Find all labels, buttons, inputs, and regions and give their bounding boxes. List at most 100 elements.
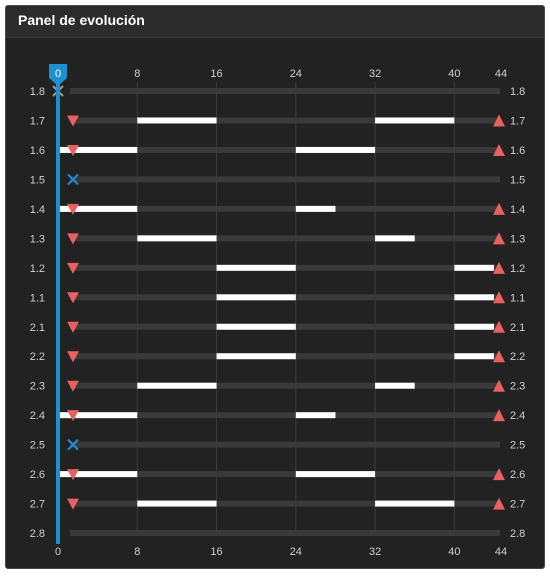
row-label-left: 2.4 <box>30 410 45 422</box>
triangle-down-icon[interactable] <box>67 115 79 127</box>
triangle-up-icon[interactable] <box>493 497 505 510</box>
triangle-up-icon[interactable] <box>493 320 505 333</box>
triangle-down-icon[interactable] <box>67 262 79 274</box>
row-track <box>70 471 500 478</box>
x-tick-top: 16 <box>210 68 222 80</box>
triangle-down-icon[interactable] <box>67 292 79 304</box>
playhead-label: 0 <box>55 68 61 80</box>
triangle-down-icon[interactable] <box>67 203 79 215</box>
x-tick-bottom: 40 <box>448 546 460 558</box>
x-tick-top: 8 <box>134 68 140 80</box>
x-tick-bottom: 0 <box>55 546 61 558</box>
row-segment[interactable] <box>375 382 415 389</box>
row-label-left: 2.3 <box>30 381 45 393</box>
row-segment[interactable] <box>216 353 296 360</box>
row-label-left: 1.1 <box>30 292 45 304</box>
row-segment[interactable] <box>375 235 415 242</box>
row-segment[interactable] <box>58 146 138 153</box>
row-segment[interactable] <box>137 382 217 389</box>
row-label-right: 1.2 <box>510 263 525 275</box>
triangle-up-icon[interactable] <box>493 468 505 481</box>
row-label-left: 2.8 <box>30 528 45 540</box>
triangle-down-icon[interactable] <box>67 410 79 422</box>
triangle-up-icon[interactable] <box>493 261 505 274</box>
row-label-right: 1.4 <box>510 204 525 216</box>
row-label-right: 2.1 <box>510 322 525 334</box>
x-tick-bottom: 44 <box>495 546 507 558</box>
triangle-up-icon[interactable] <box>493 379 505 392</box>
row-segment[interactable] <box>137 235 217 242</box>
row-segment[interactable] <box>454 294 494 301</box>
row-segment[interactable] <box>454 264 494 271</box>
row-segment[interactable] <box>58 412 138 419</box>
row-label-right: 2.4 <box>510 410 525 422</box>
x-tick-top: 32 <box>369 68 381 80</box>
x-tick-bottom: 24 <box>290 546 302 558</box>
row-label-left: 1.3 <box>30 233 45 245</box>
triangle-up-icon[interactable] <box>493 350 505 363</box>
row-track <box>70 412 500 419</box>
row-label-right: 1.1 <box>510 292 525 304</box>
row-segment[interactable] <box>454 353 494 360</box>
x-tick-top: 24 <box>290 68 302 80</box>
triangle-up-icon[interactable] <box>493 114 505 127</box>
playhead-line[interactable] <box>56 80 60 544</box>
row-segment[interactable] <box>375 117 455 124</box>
row-track <box>70 235 500 242</box>
triangle-down-icon[interactable] <box>67 469 79 481</box>
triangle-down-icon[interactable] <box>67 321 79 333</box>
row-track <box>70 176 500 183</box>
row-label-right: 1.5 <box>510 174 525 186</box>
row-segment[interactable] <box>216 294 296 301</box>
row-track <box>70 88 500 94</box>
row-segment[interactable] <box>137 500 217 507</box>
triangle-down-icon[interactable] <box>67 380 79 392</box>
triangle-up-icon[interactable] <box>493 291 505 304</box>
row-label-right: 2.3 <box>510 381 525 393</box>
triangle-down-icon[interactable] <box>67 233 79 245</box>
blue-x-icon[interactable] <box>67 438 79 451</box>
row-track <box>70 382 500 389</box>
triangle-down-icon[interactable] <box>67 351 79 363</box>
row-segment[interactable] <box>295 471 376 478</box>
row-segment[interactable] <box>58 205 138 212</box>
triangle-down-icon[interactable] <box>67 144 79 156</box>
playhead-handle[interactable]: 0 <box>49 64 67 86</box>
blue-x-icon[interactable] <box>67 173 79 186</box>
row-label-left: 2.7 <box>30 499 45 511</box>
row-segment[interactable] <box>137 117 217 124</box>
row-label-right: 2.5 <box>510 440 525 452</box>
row-label-left: 2.2 <box>30 351 45 363</box>
x-tick-top: 40 <box>448 68 460 80</box>
row-label-left: 1.5 <box>30 174 45 186</box>
row-track <box>70 146 500 153</box>
row-track <box>70 205 500 212</box>
row-segment[interactable] <box>295 146 376 153</box>
triangle-down-icon[interactable] <box>67 498 79 510</box>
row-label-right: 2.8 <box>510 528 525 540</box>
row-label-right: 2.7 <box>510 499 525 511</box>
row-track <box>70 441 500 448</box>
row-label-left: 1.4 <box>30 204 45 216</box>
row-segment[interactable] <box>295 412 336 419</box>
row-label-left: 1.7 <box>30 115 45 127</box>
row-segment[interactable] <box>58 471 138 478</box>
row-label-left: 2.5 <box>30 440 45 452</box>
row-segment[interactable] <box>216 323 296 330</box>
row-label-right: 1.6 <box>510 145 525 157</box>
row-label-left: 1.6 <box>30 145 45 157</box>
row-label-right: 2.6 <box>510 469 525 481</box>
row-segment[interactable] <box>454 323 494 330</box>
row-segment[interactable] <box>216 264 296 271</box>
triangle-up-icon[interactable] <box>493 202 505 215</box>
row-label-left: 2.6 <box>30 469 45 481</box>
row-label-left: 2.1 <box>30 322 45 334</box>
row-segment[interactable] <box>375 500 455 507</box>
triangle-up-icon[interactable] <box>493 409 505 422</box>
triangle-up-icon[interactable] <box>493 232 505 245</box>
x-tick-bottom: 8 <box>134 546 140 558</box>
row-segment[interactable] <box>295 205 336 212</box>
row-label-left: 1.8 <box>30 86 45 98</box>
row-label-left: 1.2 <box>30 263 45 275</box>
triangle-up-icon[interactable] <box>493 143 505 156</box>
